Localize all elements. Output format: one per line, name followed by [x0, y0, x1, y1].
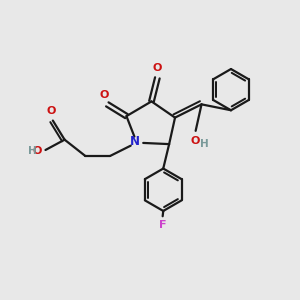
Text: O: O	[190, 136, 200, 146]
Text: O: O	[100, 90, 109, 100]
Text: H: H	[200, 139, 208, 149]
Text: H: H	[28, 146, 37, 156]
Text: O: O	[47, 106, 56, 116]
Text: F: F	[159, 220, 166, 230]
Text: N: N	[130, 135, 140, 148]
Text: O: O	[33, 146, 42, 156]
Text: O: O	[153, 63, 162, 74]
